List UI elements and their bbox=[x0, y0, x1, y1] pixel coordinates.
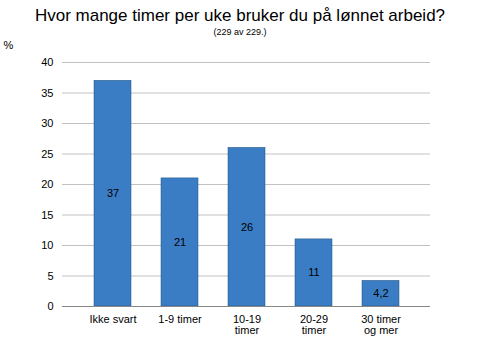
svg-text:15: 15 bbox=[41, 209, 53, 221]
svg-text:20: 20 bbox=[41, 178, 53, 190]
svg-text:21: 21 bbox=[174, 236, 186, 248]
svg-text:37: 37 bbox=[107, 187, 119, 199]
svg-text:11: 11 bbox=[308, 266, 319, 278]
svg-text:25: 25 bbox=[41, 148, 53, 160]
svg-text:%: % bbox=[4, 39, 14, 51]
svg-text:35: 35 bbox=[41, 87, 53, 99]
svg-text:26: 26 bbox=[241, 221, 253, 233]
svg-text:40: 40 bbox=[41, 56, 53, 68]
svg-text:5: 5 bbox=[47, 270, 53, 282]
svg-text:Ikke svart: Ikke svart bbox=[89, 313, 136, 325]
svg-text:10: 10 bbox=[41, 239, 53, 251]
html-text:(229 av 229.): (229 av 229.) bbox=[213, 27, 267, 37]
svg-text:4,2: 4,2 bbox=[373, 287, 388, 299]
svg-text:10-19timer: 10-19timer bbox=[233, 313, 261, 336]
html-text:Hvor mange timer per uke bruke: Hvor mange timer per uke bruker du på lø… bbox=[34, 6, 445, 25]
svg-text:30: 30 bbox=[41, 117, 53, 129]
svg-text:30 timerog mer: 30 timerog mer bbox=[361, 313, 401, 336]
svg-text:20-29timer: 20-29timer bbox=[300, 313, 328, 336]
svg-text:0: 0 bbox=[47, 300, 53, 312]
svg-text:1-9 timer: 1-9 timer bbox=[158, 313, 202, 325]
